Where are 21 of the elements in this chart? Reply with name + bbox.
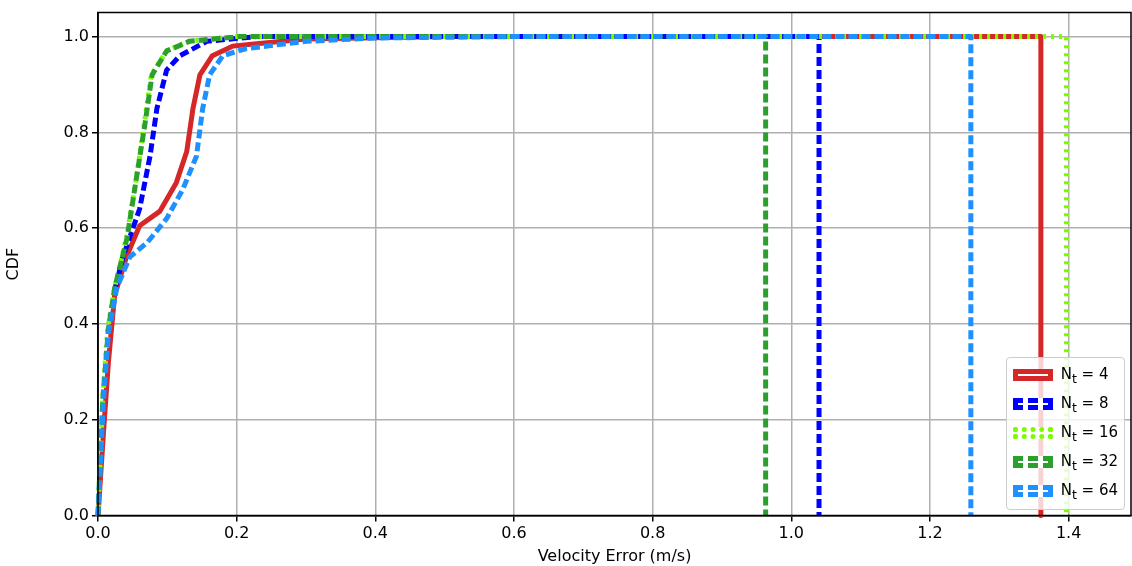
x-tick-label: 0.2	[223, 523, 250, 543]
x-tick-label: 0.0	[85, 523, 111, 543]
x-axis-title: Velocity Error (m/s)	[537, 545, 692, 565]
x-tick-label: 0.8	[639, 523, 666, 543]
x-tick-label: 0.6	[501, 523, 527, 543]
y-tick-label: 0.6	[63, 217, 89, 237]
y-tick-label: 1.0	[63, 25, 89, 45]
legend-label: N$_{t}$ = 16	[1060, 422, 1118, 444]
y-tick-label: 0.4	[63, 313, 89, 333]
legend-label: N$_{t}$ = 8	[1060, 393, 1109, 415]
x-tick-label: 0.4	[362, 523, 389, 543]
legend-label: N$_{t}$ = 32	[1060, 451, 1118, 473]
x-tick-label: 1.4	[1055, 523, 1082, 543]
x-tick-label: 1.0	[778, 523, 805, 543]
y-tick-label: 0.8	[63, 121, 89, 141]
x-tick-label: 1.2	[917, 523, 943, 543]
legend-label: N$_{t}$ = 64	[1060, 480, 1118, 502]
legend-label: N$_{t}$ = 4	[1060, 364, 1109, 386]
y-axis-title: CDF	[2, 247, 22, 281]
y-tick-label: 0.2	[63, 408, 89, 428]
y-tick-label: 0.0	[63, 504, 89, 524]
